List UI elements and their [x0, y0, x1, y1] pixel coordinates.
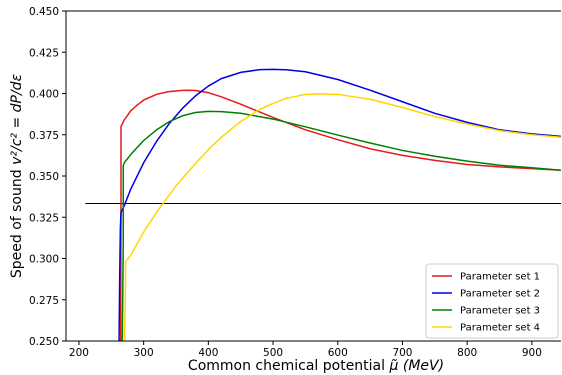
- series-line-1: [119, 89, 561, 341]
- y-tick-label: 0.350: [29, 171, 59, 183]
- legend: Parameter set 1 Parameter set 2 Parameter …: [425, 263, 559, 339]
- y-axis-label: Speed of sound v²/c² = dP/dε: [9, 73, 25, 278]
- y-axis-ticks: 0.250 0.275 0.300 0.325 0.350 0.375 0.400 0.425…: [29, 6, 66, 348]
- legend-label-2: Parameter set 2: [460, 289, 540, 300]
- y-tick-label: 0.325: [29, 212, 59, 224]
- y-tick-label: 0.375: [29, 130, 59, 142]
- series-line-2: [118, 68, 561, 341]
- x-tick-label: 200: [69, 347, 89, 359]
- y-tick-label: 0.425: [29, 47, 59, 59]
- x-tick-label: 500: [263, 347, 283, 359]
- series-line-3: [121, 110, 561, 341]
- plot-area: [65, 10, 561, 342]
- y-tick-label: 0.275: [29, 295, 59, 307]
- y-tick-label: 0.450: [29, 6, 59, 18]
- x-tick-label: 900: [522, 347, 542, 359]
- x-tick-label: 700: [392, 347, 412, 359]
- y-tick-label: 0.300: [29, 254, 59, 266]
- x-tick-label: 300: [134, 347, 154, 359]
- y-tick-label: 0.400: [29, 89, 59, 101]
- y-tick-label: 0.250: [29, 336, 59, 348]
- x-tick-label: 600: [328, 347, 348, 359]
- legend-box: [425, 263, 559, 339]
- legend-label-3: Parameter set 3: [460, 306, 540, 317]
- legend-label-1: Parameter set 1: [460, 272, 540, 283]
- series-line-4: [123, 93, 561, 341]
- x-axis-label: Common chemical potential μ̃ (MeV): [188, 358, 444, 374]
- x-axis-ticks: 200 300 400 500 600 700 800 900: [69, 341, 542, 359]
- x-tick-label: 400: [198, 347, 218, 359]
- x-tick-label: 800: [457, 347, 477, 359]
- legend-label-4: Parameter set 4: [460, 323, 540, 334]
